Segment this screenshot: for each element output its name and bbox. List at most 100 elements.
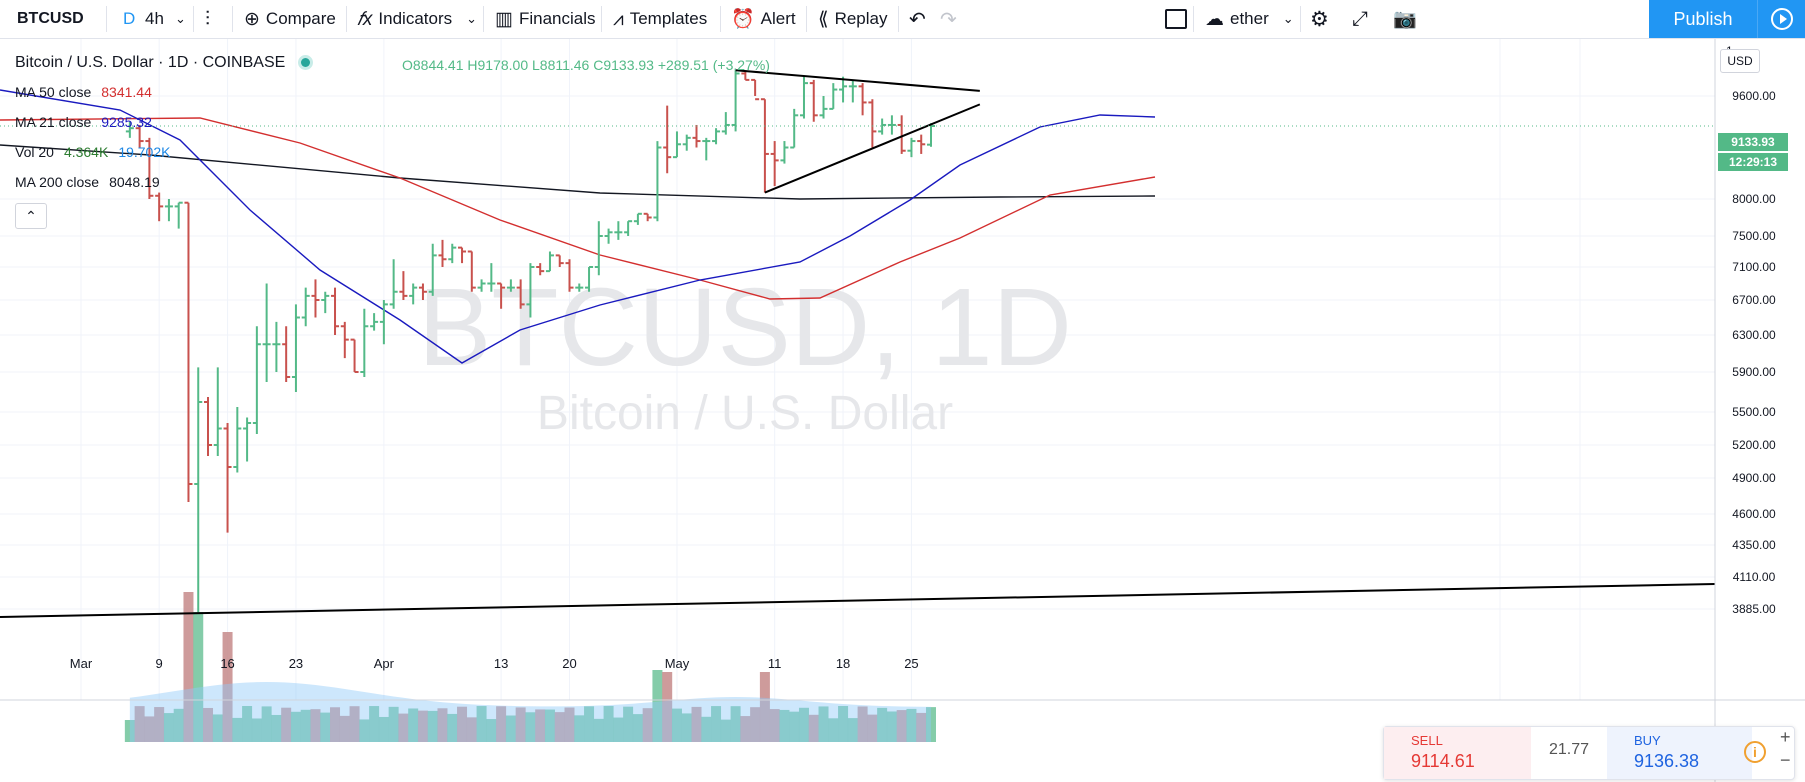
volume-bar [867,714,878,742]
price-tick-label: 4900.00 [1732,471,1776,485]
legend-ma21[interactable]: MA 21 close 9285.32 [15,114,152,130]
price-chart[interactable]: BTCUSD, 1D Bitcoin / U.S. Dollar 9600.00… [0,39,1805,782]
volume-bar [535,709,546,742]
volume-bars [124,592,936,742]
volume-bar [701,716,712,742]
layout-button[interactable]: ☁ ether ⌄ [1205,0,1294,38]
replay-button[interactable]: ⟪ Replay [818,0,888,38]
watermark-symbol: BTCUSD, 1D [418,266,1072,389]
templates-button[interactable]: ⩘ Templates [613,0,707,38]
price-tick-label: 4600.00 [1732,507,1776,521]
buy-label: BUY [1634,733,1661,748]
volume-bar [720,719,731,742]
volume-bar [906,708,917,742]
publish-button[interactable]: Publish [1649,0,1757,38]
volume-bar [496,706,507,742]
collapse-legend-button[interactable]: ⌃ [15,203,47,229]
interval-4h[interactable]: 4h [145,9,164,28]
symbol-description: Bitcoin / U.S. Dollar · 1D · COINBASE [15,54,286,71]
volume-bar [847,718,858,742]
top-toolbar: BTCUSD D 4h ⌄ ⫶ ⊕ Compare 𝑓x Indicators … [0,0,1805,39]
volume-bar [339,715,350,742]
legend-vol[interactable]: Vol 20 4.364K 19.702K [15,144,170,160]
fullscreen-select-icon[interactable] [1165,0,1187,38]
undo-icon[interactable]: ↶ [909,8,926,31]
legend-value: 8341.44 [101,84,152,100]
volume-bar [330,707,341,742]
volume-bar [818,706,829,742]
volume-bar [388,706,399,742]
redo-icon[interactable]: ↷ [940,8,957,31]
legend-value: 4.364K [63,144,109,160]
zoom-out-icon[interactable]: − [1780,750,1791,770]
bar-chart-icon: ▥ [495,8,513,30]
volume-bar [359,719,370,742]
indicators-button[interactable]: 𝑓x Indicators ⌄ [357,0,477,38]
ma200-line [0,144,1156,200]
financials-button[interactable]: ▥ Financials [495,0,596,38]
volume-bar [671,708,682,742]
volume-bar [212,714,223,742]
volume-bar [271,714,282,742]
legend-label: MA 200 close [15,174,100,190]
ohlc-readout: O8844.41 H9178.00 L8811.46 C9133.93 +289… [402,57,770,73]
alarm-clock-icon: ⏰ [731,8,755,30]
sell-button[interactable]: SELL 9114.61 [1384,727,1531,779]
divider [346,6,347,32]
volume-bar [652,670,663,742]
volume-bar [447,713,458,742]
currency-label[interactable]: USD [1720,49,1760,73]
layout-name: ether [1230,9,1269,28]
volume-bar [515,707,526,742]
market-status-dot [301,58,311,67]
volume-bar [427,710,438,742]
volume-bar [232,717,243,742]
volume-bar [466,717,477,742]
trendlines[interactable] [0,69,1716,618]
compare-button[interactable]: ⊕ Compare [244,0,336,38]
compare-label: Compare [265,9,336,28]
volume-bar [408,708,419,742]
replay-label: Replay [834,9,888,28]
time-tick-label: Mar [70,656,93,671]
divider [1300,6,1301,32]
divider [720,6,721,32]
camera-icon[interactable]: 📷 [1393,9,1417,30]
volume-bar [779,709,790,742]
interval-daily[interactable]: D [123,9,136,28]
fullscreen-icon[interactable]: ⤢ [1352,7,1368,30]
buy-button[interactable]: BUY 9136.38 [1607,727,1752,779]
volume-bar [163,713,174,742]
cloud-icon: ☁ [1205,8,1224,30]
settings-gear-icon[interactable]: ⚙ [1310,7,1329,31]
ohlc-bars [125,70,935,613]
interval-dropdown-chevron-icon[interactable]: ⌄ [175,11,186,26]
info-icon[interactable]: i [1744,741,1766,763]
alert-button[interactable]: ⏰ Alert [731,0,796,38]
bar-style-icon[interactable]: ⫶ [205,7,210,30]
volume-bar [642,708,653,742]
symbol-search[interactable]: BTCUSD [17,10,84,27]
volume-bar [486,719,497,742]
price-tick-label: 7100.00 [1732,260,1776,274]
time-tick-label: 20 [562,656,576,671]
time-tick-label: 13 [494,656,508,671]
time-tick-label: 25 [904,656,918,671]
price-tick-label: 5200.00 [1732,438,1776,452]
triangle-lower-line [764,103,981,194]
volume-bar [789,711,800,742]
price-tick-label: 9600.00 [1732,89,1776,103]
legend-ma200[interactable]: MA 200 close 8048.19 [15,174,160,190]
volume-bar [242,706,253,742]
time-tick-label: 9 [156,656,163,671]
divider [1193,6,1194,32]
volume-bar [261,706,272,742]
volume-bar [838,706,849,742]
volume-bar [857,706,868,742]
volume-bar [378,716,389,742]
volume-bar [623,706,634,742]
volume-bar [925,707,936,742]
legend-ma50[interactable]: MA 50 close 8341.44 [15,84,152,100]
play-button[interactable] [1757,0,1805,38]
zoom-in-icon[interactable]: + [1780,727,1791,747]
